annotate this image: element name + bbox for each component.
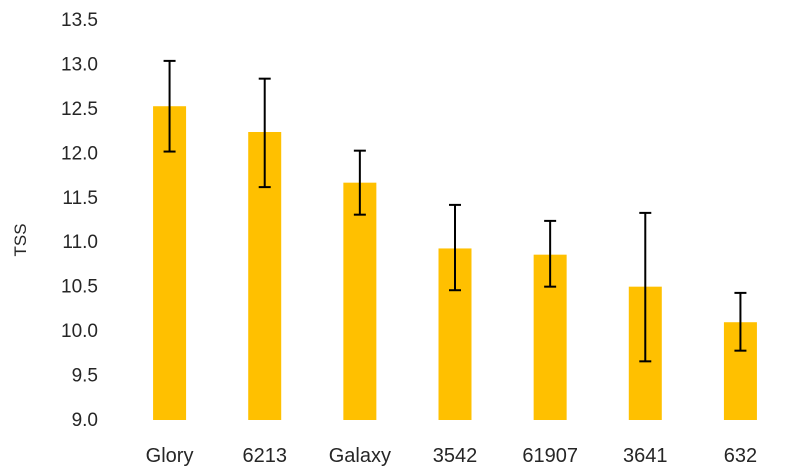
bar xyxy=(343,182,377,420)
error-bar xyxy=(258,77,271,189)
y-tick-label: 10.0 xyxy=(61,321,98,342)
y-tick-label: 13.5 xyxy=(61,10,98,31)
y-tick-label: 11.0 xyxy=(62,232,98,253)
error-bar xyxy=(734,291,747,352)
y-tick-label: 11.5 xyxy=(62,188,98,209)
error-bar xyxy=(163,59,176,153)
error-bar xyxy=(639,211,652,363)
y-axis: 9.0 9.5 10.0 10.5 11.0 11.5 12.0 12.5 13.0 13.5 xyxy=(61,10,98,431)
x-category-label: 6213 xyxy=(242,445,287,467)
bar xyxy=(153,106,187,420)
x-axis: Glory 6213 Galaxy 3542 61907 3641 632 xyxy=(146,445,757,467)
y-tick-label: 12.0 xyxy=(61,143,98,164)
y-tick-label: 13.0 xyxy=(61,54,98,75)
y-tick-label: 12.5 xyxy=(61,99,98,120)
x-category-label: 61907 xyxy=(522,445,578,467)
x-category-label: 3641 xyxy=(623,445,668,467)
x-category-label: 3542 xyxy=(433,445,478,467)
y-axis-title: TSS xyxy=(11,223,30,256)
x-category-label: 632 xyxy=(724,445,757,467)
error-bar xyxy=(353,149,366,216)
error-bars xyxy=(163,59,747,363)
error-bar xyxy=(449,203,461,292)
y-tick-label: 9.0 xyxy=(72,410,98,431)
y-tick-label: 10.5 xyxy=(61,277,98,298)
y-tick-label: 9.5 xyxy=(72,366,98,387)
x-category-label: Galaxy xyxy=(329,445,391,467)
error-bar xyxy=(544,219,557,288)
x-category-label: Glory xyxy=(146,445,194,467)
